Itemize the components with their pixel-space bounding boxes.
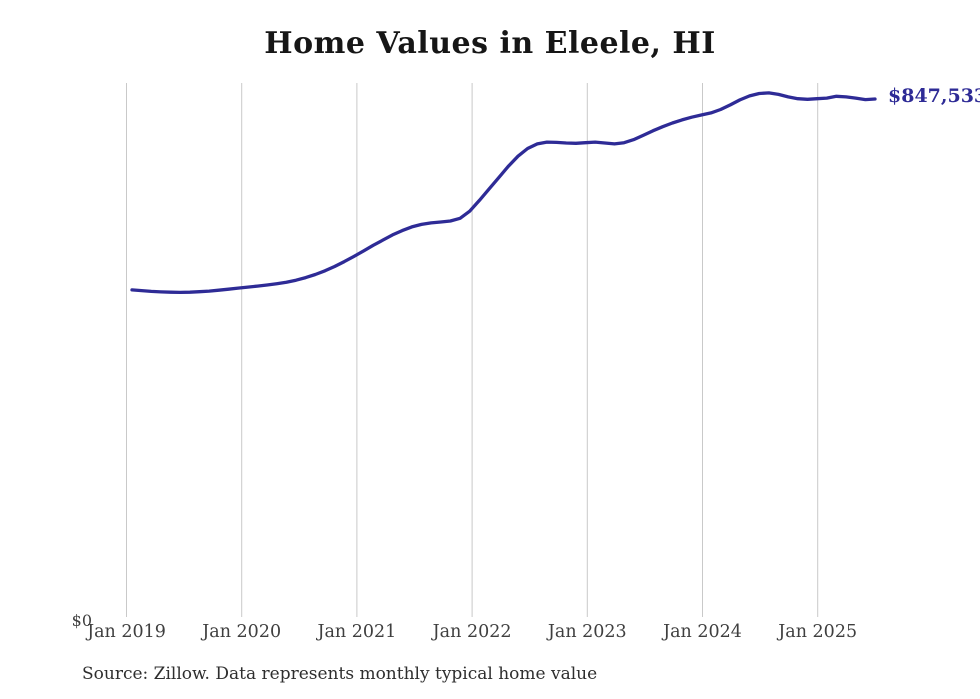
x-tick-label: Jan 2023: [547, 622, 627, 642]
gridlines: [126, 83, 819, 617]
x-tick-label: Jan 2024: [663, 622, 742, 642]
x-tick-label: Jan 2022: [432, 622, 512, 642]
source-note: Source: Zillow. Data represents monthly …: [82, 664, 598, 684]
x-tick-label: Jan 2021: [317, 622, 397, 642]
line-chart: [126, 83, 877, 617]
latest-value-label: $847,533: [888, 85, 980, 107]
home-value-line: [130, 91, 877, 295]
x-tick-label: Jan 2020: [202, 622, 282, 642]
y-axis-zero-label: $0: [71, 611, 92, 630]
x-tick-label: Jan 2019: [87, 622, 166, 642]
chart-title: Home Values in Eleele, HI: [264, 26, 716, 61]
x-tick-label: Jan 2025: [778, 622, 858, 642]
